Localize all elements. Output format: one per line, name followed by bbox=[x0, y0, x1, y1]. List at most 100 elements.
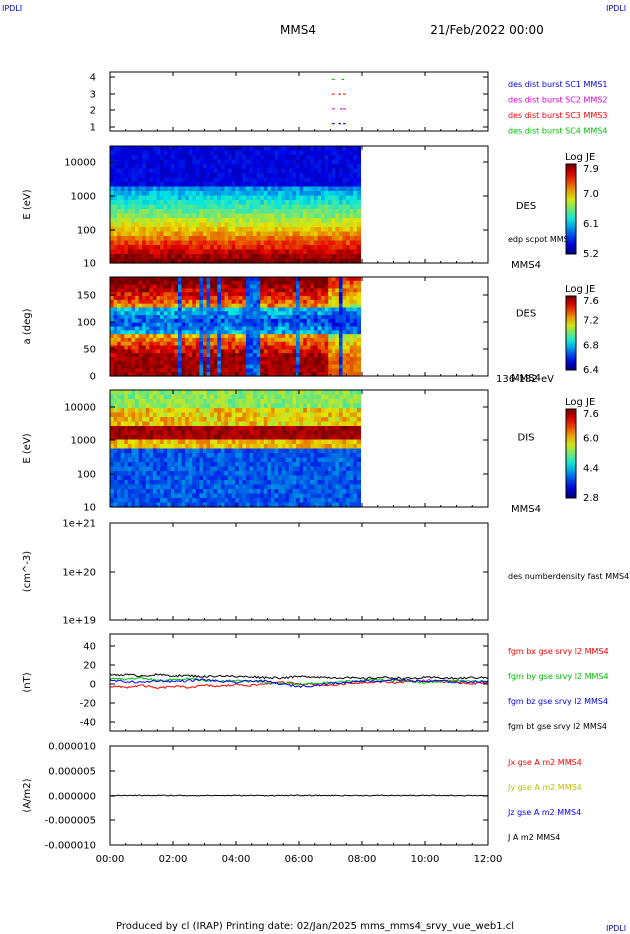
heatmap-cell bbox=[270, 240, 276, 246]
heatmap-cell bbox=[278, 326, 283, 331]
heatmap-cell bbox=[177, 236, 183, 242]
heatmap-cell bbox=[353, 150, 358, 156]
heatmap-cell bbox=[335, 337, 340, 343]
heatmap-cell bbox=[288, 299, 294, 305]
heatmap-cell bbox=[235, 349, 240, 354]
heatmap-cell bbox=[335, 155, 340, 161]
heatmap-cell bbox=[256, 498, 261, 504]
heatmap-cell bbox=[156, 360, 161, 366]
heatmap-cell bbox=[213, 430, 218, 436]
heatmap-cell bbox=[117, 296, 122, 301]
heatmap-cell bbox=[270, 218, 276, 224]
heatmap-cell bbox=[353, 182, 358, 188]
heatmap-cell bbox=[124, 421, 129, 427]
heatmap-cell bbox=[206, 218, 211, 224]
heatmap-cell bbox=[267, 330, 272, 335]
heatmap-cell bbox=[267, 227, 272, 233]
heatmap-cell bbox=[313, 288, 319, 293]
heatmap-cell bbox=[203, 258, 208, 264]
heatmap-cell bbox=[163, 240, 168, 246]
heatmap-cell bbox=[356, 326, 362, 331]
heatmap-cell bbox=[120, 284, 125, 290]
heatmap-cell bbox=[138, 364, 143, 369]
heatmap-cell bbox=[135, 218, 140, 224]
heatmap-cell bbox=[174, 182, 179, 188]
heatmap-cell bbox=[113, 353, 118, 358]
heatmap-cell bbox=[263, 439, 269, 445]
heatmap-cell bbox=[324, 159, 329, 165]
heatmap-cell bbox=[117, 311, 122, 316]
heatmap-cell bbox=[113, 453, 118, 459]
heatmap-cell bbox=[285, 150, 290, 156]
heatmap-cell bbox=[242, 403, 247, 409]
heatmap-cell bbox=[256, 307, 261, 312]
heatmap-cell bbox=[177, 372, 183, 377]
heatmap-cell bbox=[231, 341, 236, 347]
heatmap-cell bbox=[206, 254, 211, 260]
heatmap-cell bbox=[228, 213, 233, 219]
heatmap-cell bbox=[156, 227, 161, 233]
heatmap-cell bbox=[152, 200, 158, 206]
heatmap-cell bbox=[235, 444, 240, 450]
heatmap-cell bbox=[138, 236, 143, 242]
heatmap-cell bbox=[156, 426, 161, 432]
heatmap-cell bbox=[203, 399, 208, 405]
heatmap-cell bbox=[213, 204, 218, 210]
heatmap-cell bbox=[260, 322, 265, 328]
heatmap-cell bbox=[342, 204, 347, 210]
heatmap-cell bbox=[195, 421, 201, 427]
heatmap-cell bbox=[210, 155, 215, 161]
heatmap-cell bbox=[135, 303, 140, 309]
heatmap-cell bbox=[206, 168, 211, 174]
heatmap-cell bbox=[110, 412, 115, 418]
heatmap-cell bbox=[274, 150, 279, 156]
heatmap-cell bbox=[170, 457, 175, 463]
heatmap-cell bbox=[177, 303, 183, 309]
heatmap-cell bbox=[138, 502, 143, 508]
heatmap-cell bbox=[195, 493, 201, 499]
heatmap-cell bbox=[242, 448, 247, 454]
instrument-label: DES bbox=[516, 309, 536, 320]
heatmap-cell bbox=[195, 457, 201, 463]
heatmap-cell bbox=[135, 368, 140, 373]
heatmap-cell bbox=[299, 200, 304, 206]
heatmap-cell bbox=[170, 337, 175, 343]
heatmap-cell bbox=[310, 258, 315, 264]
heatmap-cell bbox=[267, 448, 272, 454]
heatmap-cell bbox=[249, 466, 254, 472]
heatmap-cell bbox=[281, 277, 286, 282]
heatmap-cell bbox=[210, 195, 215, 201]
heatmap-cell bbox=[181, 489, 186, 495]
heatmap-cell bbox=[299, 368, 304, 373]
heatmap-cell bbox=[120, 489, 125, 495]
heatmap-cell bbox=[174, 307, 179, 312]
heatmap-cell bbox=[195, 164, 201, 170]
heatmap-cell bbox=[338, 231, 344, 237]
heatmap-cell bbox=[131, 296, 136, 301]
heatmap-cell bbox=[253, 227, 258, 233]
heatmap-cell bbox=[177, 186, 183, 192]
heatmap-cell bbox=[299, 218, 304, 224]
heatmap-cell bbox=[353, 200, 358, 206]
heatmap-cell bbox=[242, 296, 247, 301]
heatmap-cell bbox=[188, 439, 193, 445]
heatmap-cell bbox=[163, 258, 168, 264]
heatmap-cell bbox=[285, 448, 290, 454]
heatmap-cell bbox=[174, 204, 179, 210]
heatmap-cell bbox=[220, 489, 226, 495]
heatmap-cell bbox=[278, 231, 283, 237]
heatmap-cell bbox=[353, 353, 358, 358]
heatmap-cell bbox=[152, 231, 158, 237]
heatmap-cell bbox=[292, 146, 297, 152]
heatmap-cell bbox=[181, 200, 186, 206]
heatmap-cell bbox=[124, 394, 129, 400]
heatmap-cell bbox=[267, 502, 272, 508]
heatmap-cell bbox=[274, 345, 279, 350]
heatmap-cell bbox=[174, 462, 179, 468]
heatmap-cell bbox=[203, 284, 208, 290]
heatmap-cell bbox=[310, 240, 315, 246]
heatmap-cell bbox=[110, 480, 115, 486]
heatmap-cell bbox=[135, 182, 140, 188]
heatmap-cell bbox=[188, 318, 193, 324]
heatmap-cell bbox=[199, 341, 204, 347]
